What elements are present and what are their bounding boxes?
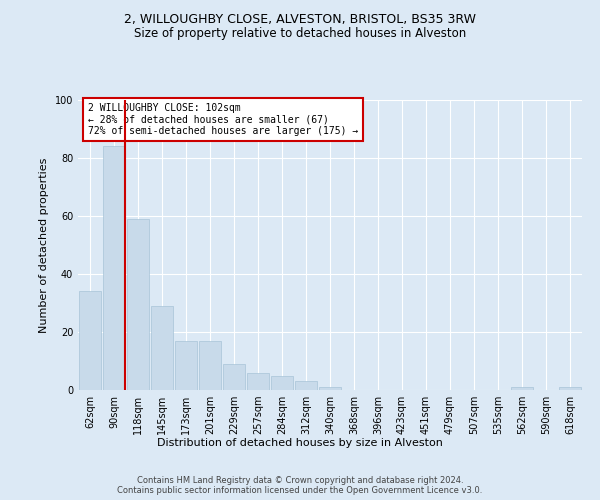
Text: Distribution of detached houses by size in Alveston: Distribution of detached houses by size … [157, 438, 443, 448]
Bar [103, 146, 125, 390]
Bar [247, 372, 269, 390]
Text: 2 WILLOUGHBY CLOSE: 102sqm
← 28% of detached houses are smaller (67)
72% of semi: 2 WILLOUGHBY CLOSE: 102sqm ← 28% of deta… [88, 103, 358, 136]
Text: Size of property relative to detached houses in Alveston: Size of property relative to detached ho… [134, 28, 466, 40]
Bar [319, 387, 341, 390]
Bar [559, 387, 581, 390]
Bar [151, 306, 173, 390]
Bar [295, 382, 317, 390]
Text: Contains HM Land Registry data © Crown copyright and database right 2024.
Contai: Contains HM Land Registry data © Crown c… [118, 476, 482, 495]
Y-axis label: Number of detached properties: Number of detached properties [39, 158, 49, 332]
Bar [175, 340, 197, 390]
Bar [127, 219, 149, 390]
Bar [511, 387, 533, 390]
Bar [199, 340, 221, 390]
Bar [79, 292, 101, 390]
Bar [223, 364, 245, 390]
Text: 2, WILLOUGHBY CLOSE, ALVESTON, BRISTOL, BS35 3RW: 2, WILLOUGHBY CLOSE, ALVESTON, BRISTOL, … [124, 12, 476, 26]
Bar [271, 376, 293, 390]
